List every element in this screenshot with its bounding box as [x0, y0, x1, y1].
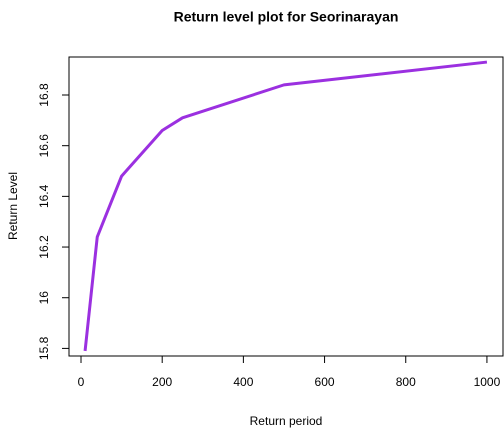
- x-tick-label: 0: [78, 375, 85, 389]
- y-tick-label: 16.4: [37, 184, 51, 208]
- y-tick-label: 16.8: [37, 83, 51, 107]
- x-tick-label: 400: [233, 375, 253, 389]
- data-line: [83, 60, 488, 352]
- x-tick-label: 1000: [474, 375, 501, 389]
- y-tick-label: 16.2: [37, 235, 51, 259]
- x-tick-label: 200: [152, 375, 172, 389]
- x-tick-label: 600: [315, 375, 335, 389]
- y-tick-label: 15.8: [37, 336, 51, 360]
- y-axis-label: Return Level: [6, 172, 20, 240]
- x-tick-label: 800: [396, 375, 416, 389]
- chart-title: Return level plot for Seorinarayan: [174, 9, 399, 25]
- plot-frame: [68, 56, 504, 357]
- y-tick-label: 16.6: [37, 134, 51, 158]
- x-axis-label: Return period: [250, 414, 323, 428]
- y-tick-label: 16: [37, 291, 51, 305]
